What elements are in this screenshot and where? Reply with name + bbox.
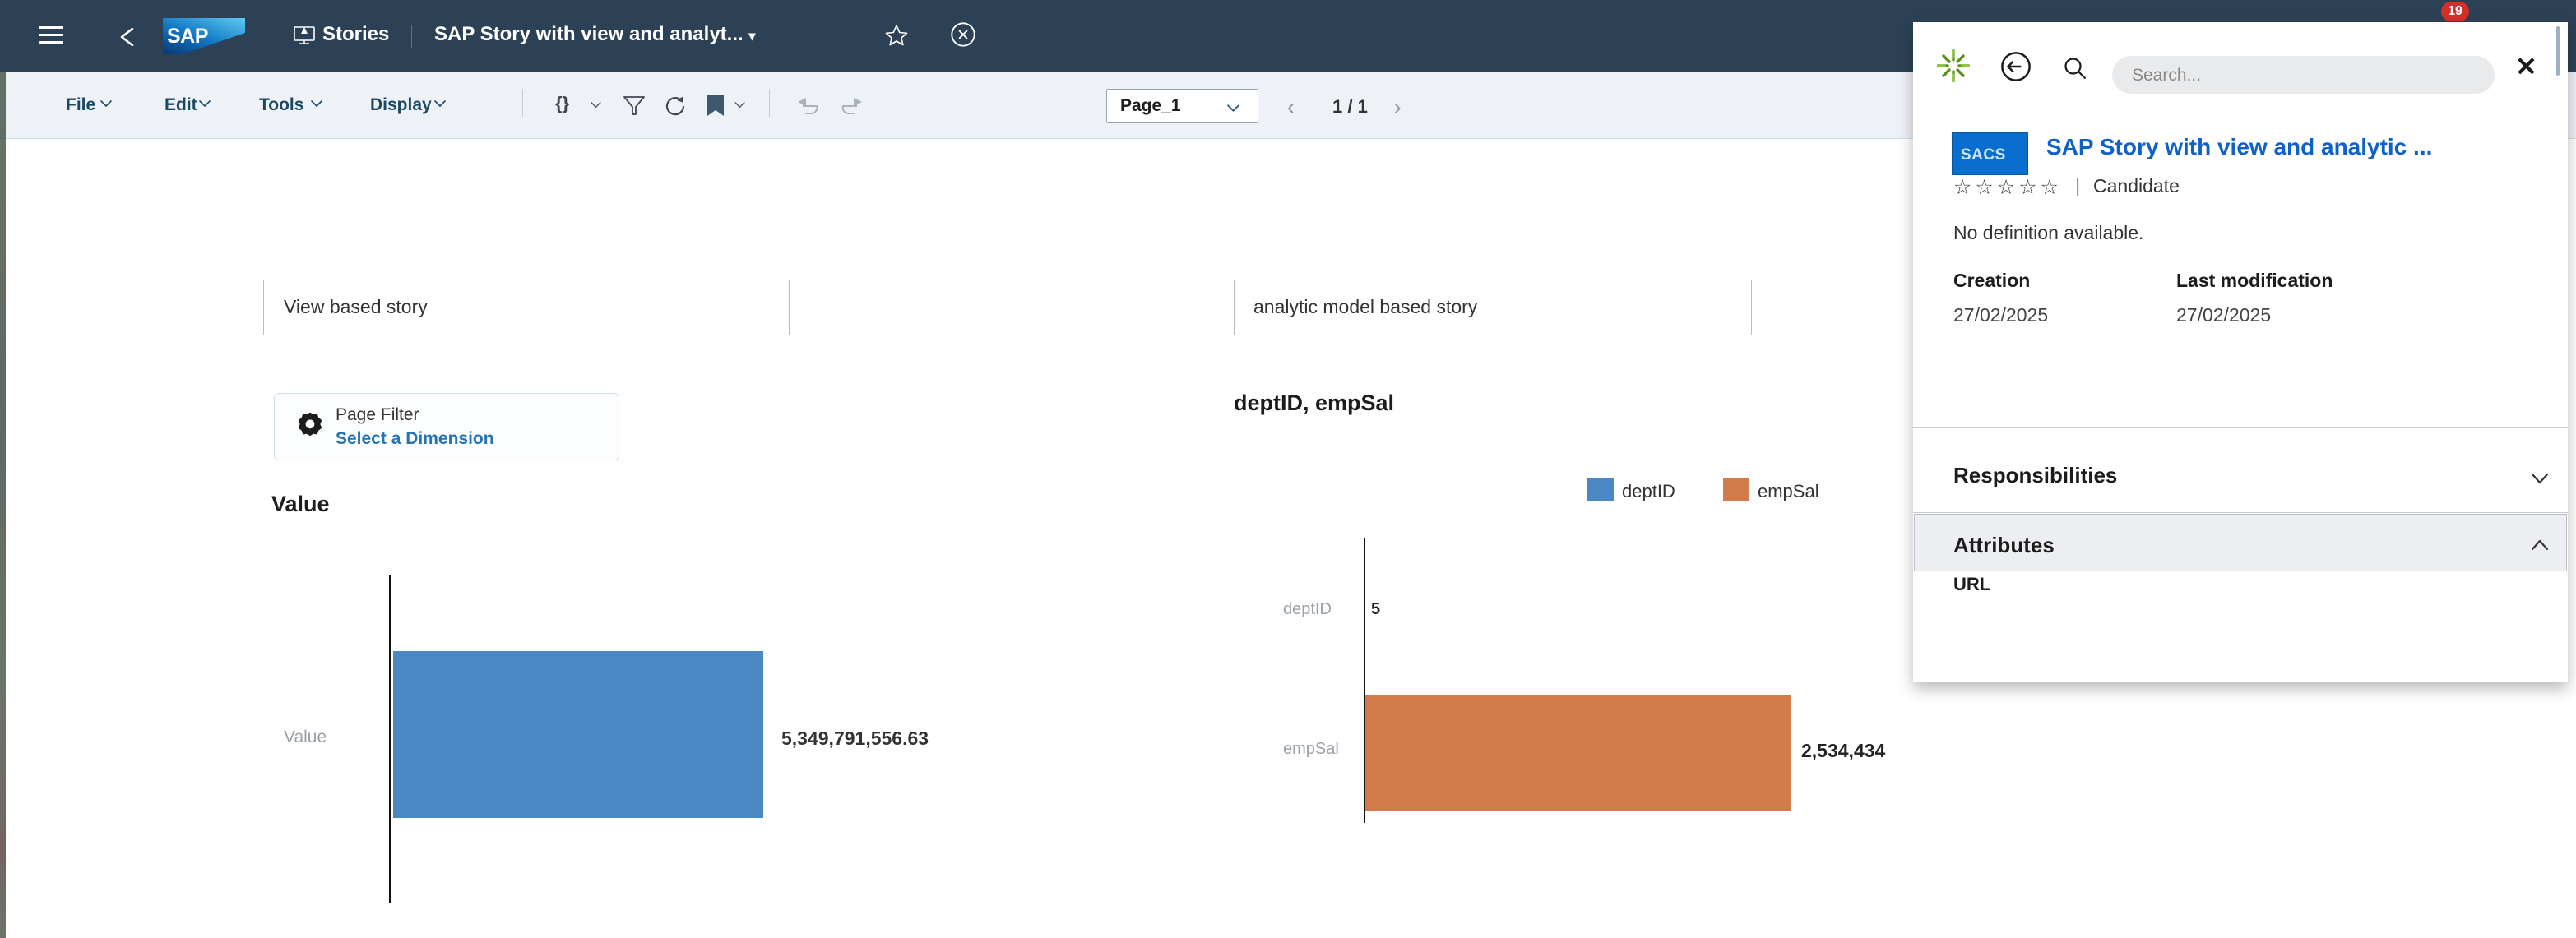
svg-text:SAP: SAP (167, 25, 208, 48)
